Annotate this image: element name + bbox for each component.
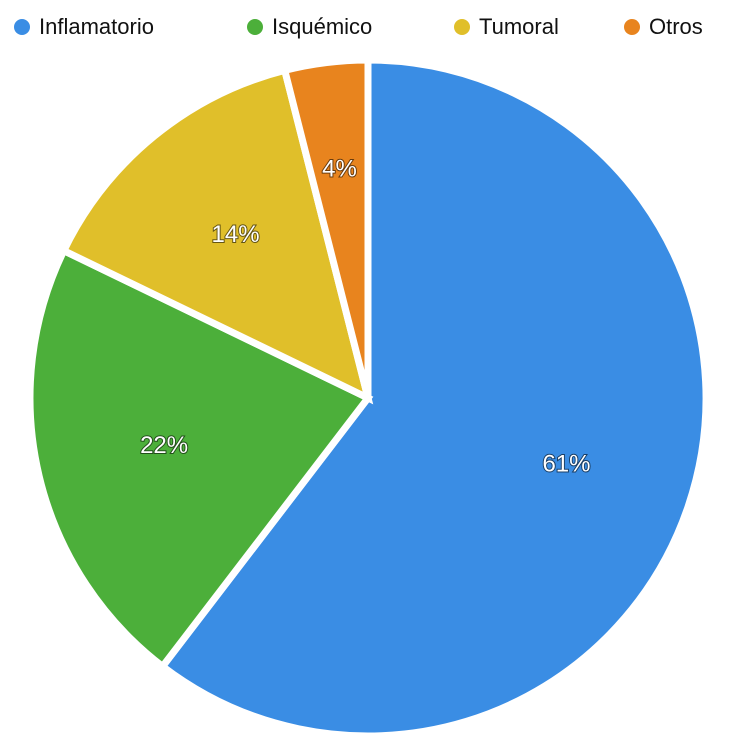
pie — [26, 56, 710, 733]
pie-slice — [59, 66, 374, 405]
legend-label: Tumoral — [479, 14, 559, 39]
slice-label: 61% — [542, 451, 590, 478]
legend-swatch — [454, 19, 470, 35]
slice-label: 14% — [212, 221, 260, 248]
legend-label: Inflamatorio — [39, 14, 154, 39]
slice-labels: 61% 22% 14% 4% — [139, 154, 591, 478]
legend-label: Otros — [649, 14, 703, 39]
pie-slice — [157, 56, 710, 733]
slice-label: 4% — [322, 155, 357, 182]
pie-slice — [280, 56, 372, 399]
slice-label: 22% — [140, 432, 188, 459]
legend-swatch — [14, 19, 30, 35]
legend-label: Isquémico — [272, 14, 372, 39]
pie-slice — [26, 245, 374, 672]
legend-swatch — [247, 19, 263, 35]
legend: Inflamatorio Isquémico Tumoral Otros — [14, 14, 703, 39]
legend-swatch — [624, 19, 640, 35]
